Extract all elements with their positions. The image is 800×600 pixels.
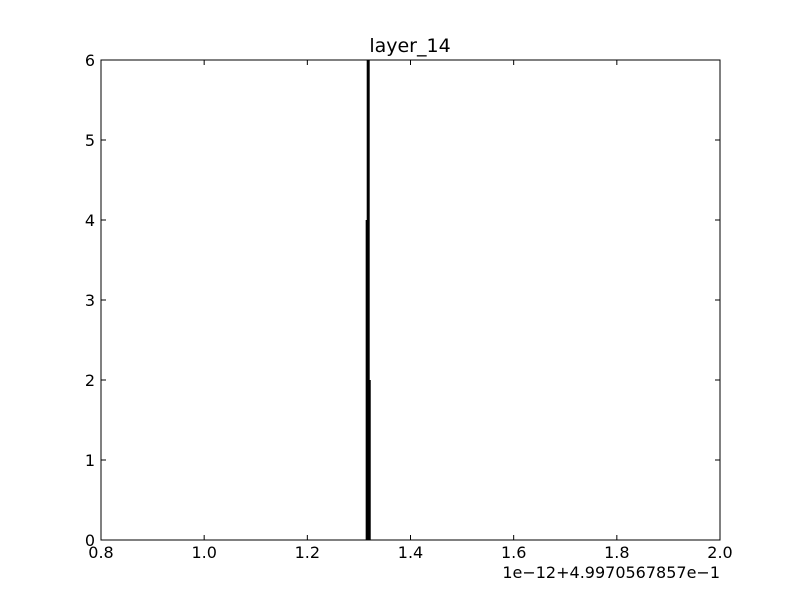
y-tick-label: 3 xyxy=(85,291,95,310)
y-tick-label: 5 xyxy=(85,131,95,150)
x-tick-label: 1.4 xyxy=(398,543,423,562)
y-tick-label: 2 xyxy=(85,371,95,390)
y-tick-label: 4 xyxy=(85,211,95,230)
histogram-bar xyxy=(366,60,370,540)
y-tick-label: 1 xyxy=(85,451,95,470)
plot-area xyxy=(101,60,720,540)
bars-layer xyxy=(365,60,371,540)
x-axis-offset-label: 1e−12+4.9970567857e−1 xyxy=(502,563,720,582)
plot-frame xyxy=(100,59,721,541)
y-tick-label: 0 xyxy=(85,531,95,550)
x-tick-label: 0.8 xyxy=(88,543,113,562)
x-tick-label: 1.0 xyxy=(191,543,216,562)
x-tick-label: 1.8 xyxy=(604,543,629,562)
x-tick-label: 1.2 xyxy=(295,543,320,562)
ticks-layer: 0.8 1.0 1.2 1.4 1.6 1.8 2.0 0 1 2 3 4 5 6 xyxy=(85,51,733,562)
histogram-bar xyxy=(367,380,371,540)
x-tick-label: 1.6 xyxy=(501,543,526,562)
y-tick-label: 6 xyxy=(85,51,95,70)
chart-title: layer_14 xyxy=(369,35,450,57)
x-tick-label: 2.0 xyxy=(707,543,732,562)
